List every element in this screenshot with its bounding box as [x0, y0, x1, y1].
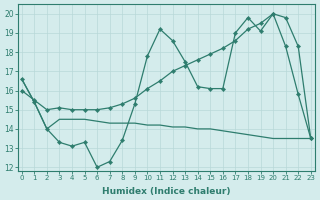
X-axis label: Humidex (Indice chaleur): Humidex (Indice chaleur): [102, 187, 230, 196]
